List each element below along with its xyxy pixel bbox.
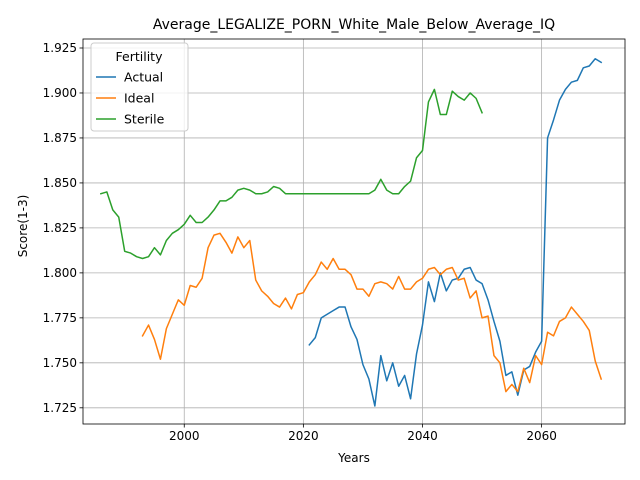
legend-label-ideal: Ideal xyxy=(124,91,154,106)
y-axis: 1.725 1.750 1.775 1.800 1.825 1.850 1.875 1.900… xyxy=(43,41,83,415)
x-tick-label: 2020 xyxy=(288,429,319,443)
y-axis-title: Score(1-3) xyxy=(16,195,30,258)
y-tick-label: 1.850 xyxy=(43,176,77,190)
series-line-sterile xyxy=(99,88,484,260)
x-tick-label: 2060 xyxy=(526,429,557,443)
y-tick-label: 1.725 xyxy=(43,401,77,415)
series-line-ideal xyxy=(141,232,603,393)
y-tick-label: 1.925 xyxy=(43,41,77,55)
legend: Fertility Actual Ideal Sterile xyxy=(90,42,189,132)
legend-label-actual: Actual xyxy=(124,70,163,85)
x-axis-title: Years xyxy=(337,451,370,465)
grid-layer xyxy=(83,39,625,424)
plot-frame xyxy=(82,38,626,425)
y-tick-label: 1.775 xyxy=(43,311,77,325)
legend-box xyxy=(90,42,189,132)
chart-title: Average_LEGALIZE_PORN_White_Male_Below_A… xyxy=(153,17,555,33)
y-tick-label: 1.900 xyxy=(43,86,77,100)
series-layer xyxy=(99,58,603,407)
x-axis: 2000 2020 2040 2060 xyxy=(169,424,557,443)
legend-items: Actual Ideal Sterile xyxy=(96,70,165,127)
x-tick-label: 2000 xyxy=(169,429,200,443)
x-tick-label: 2040 xyxy=(407,429,438,443)
y-tick-label: 1.825 xyxy=(43,221,77,235)
legend-label-sterile: Sterile xyxy=(124,112,165,127)
y-tick-label: 1.875 xyxy=(43,131,77,145)
y-tick-label: 1.750 xyxy=(43,356,77,370)
y-tick-label: 1.800 xyxy=(43,266,77,280)
series-line-actual xyxy=(308,58,603,407)
legend-title: Fertility xyxy=(116,49,164,64)
